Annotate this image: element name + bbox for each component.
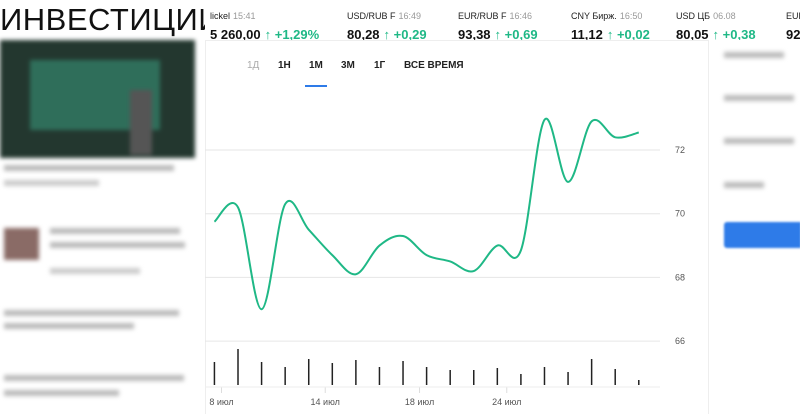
- ticker-head: lickel 15:41: [210, 6, 319, 24]
- ticker-price: 80,05: [676, 27, 709, 41]
- ticker-item[interactable]: lickel 15:41 5 260,00 ↑ +1,29%: [210, 6, 320, 41]
- action-button[interactable]: [724, 222, 800, 248]
- ticker-values: 80,05 ↑ +0,38: [676, 26, 756, 41]
- ticker-change: ↑ +0,38: [712, 27, 756, 41]
- ticker-values: 93,38 ↑ +0,69: [458, 26, 538, 41]
- period-tab[interactable]: 3М: [341, 60, 355, 71]
- ticker-head: EUR/RUB F 16:46: [458, 6, 538, 24]
- ticker-price: 80,28: [347, 27, 380, 41]
- y-tick-label: 72: [675, 145, 685, 155]
- news-line: [50, 242, 185, 248]
- news-line: [50, 268, 140, 274]
- period-tab[interactable]: ВСЕ ВРЕМЯ: [404, 60, 464, 71]
- x-tick-label: 24 июл: [492, 397, 521, 407]
- ticker-time: 06.08: [713, 11, 736, 21]
- ticker-name: EUR/RUB F: [458, 11, 507, 21]
- ticker-item[interactable]: USD ЦБ 06.08 80,05 ↑ +0,38: [676, 6, 756, 41]
- news-line: [4, 165, 174, 171]
- ticker-change: ↑ +0,02: [606, 27, 650, 41]
- y-tick-label: 68: [675, 272, 685, 282]
- y-tick-label: 70: [675, 209, 685, 219]
- side-line: [724, 52, 784, 58]
- price-line: [213, 117, 640, 311]
- ticker-head: CNY Бирж. 16:50: [571, 6, 650, 24]
- news-panel: ИНВЕСТИЦИИ: [0, 0, 205, 414]
- x-tick-label: 14 июл: [311, 397, 340, 407]
- news-line: [4, 180, 99, 186]
- ticker-head: USD ЦБ 06.08: [676, 6, 756, 24]
- x-tick-label: 8 июл: [209, 397, 233, 407]
- period-tab: 1Д: [247, 60, 260, 71]
- news-image: [4, 228, 39, 260]
- ticker-time: 16:49: [398, 11, 422, 21]
- ticker-item[interactable]: CNY Бирж. 16:50 11,12 ↑ +0,02: [571, 6, 650, 41]
- period-tab[interactable]: 1Г: [374, 60, 386, 71]
- ticker-change: ↑ +0,69: [494, 27, 538, 41]
- ticker-head: EUR: [786, 6, 800, 24]
- ticker-name: USD ЦБ: [676, 11, 711, 21]
- news-line: [4, 375, 184, 381]
- period-tab[interactable]: 1Н: [278, 60, 291, 71]
- ticker-values: 80,28 ↑ +0,29: [347, 26, 427, 41]
- ticker-values: 92: [786, 26, 800, 41]
- side-line: [724, 182, 764, 188]
- news-line: [4, 310, 179, 316]
- video-thumbnail: [0, 40, 195, 158]
- ticker-change: ↑ +1,29%: [264, 27, 320, 41]
- ticker-time: 16:50: [619, 11, 643, 21]
- news-line: [50, 228, 180, 234]
- ticker-values: 11,12 ↑ +0,02: [571, 26, 650, 41]
- price-chart: 66 68 70 72 8 июл 14 июл 18 июл 24 июл: [205, 40, 685, 414]
- side-line: [724, 138, 794, 144]
- ticker-name: USD/RUB F: [347, 11, 396, 21]
- ticker-time: 16:46: [509, 11, 533, 21]
- ticker-item[interactable]: USD/RUB F 16:49 80,28 ↑ +0,29: [347, 6, 427, 41]
- ticker-price: 5 260,00: [210, 27, 261, 41]
- news-line: [4, 390, 119, 396]
- ticker-item[interactable]: EUR 92: [786, 6, 800, 41]
- ticker-change: ↑ +0,29: [383, 27, 427, 41]
- news-line: [4, 323, 134, 329]
- ticker-item[interactable]: EUR/RUB F 16:46 93,38 ↑ +0,69: [458, 6, 538, 41]
- ticker-values: 5 260,00 ↑ +1,29%: [210, 26, 320, 41]
- ticker-price: 92: [786, 27, 800, 41]
- ticker-name: EUR: [786, 11, 800, 21]
- ticker-price: 93,38: [458, 27, 491, 41]
- ticker-time: 15:41: [233, 11, 256, 21]
- ticker-bar: lickel 15:41 5 260,00 ↑ +1,29% USD/RUB F 16:4…: [205, 0, 800, 41]
- side-panel: [708, 40, 800, 414]
- ticker-head: USD/RUB F 16:49: [347, 6, 427, 24]
- active-tab-underline: [305, 85, 327, 87]
- site-title: ИНВЕСТИЦИИ: [0, 2, 205, 37]
- period-tab[interactable]: 1М: [309, 60, 323, 71]
- ticker-name: CNY Бирж.: [571, 11, 617, 21]
- period-tabs: 1Д 1Н 1М 3М 1Г ВСЕ ВРЕМЯ: [205, 40, 705, 88]
- side-line: [724, 95, 794, 101]
- ticker-price: 11,12: [571, 27, 603, 41]
- ticker-name: lickel: [210, 11, 231, 21]
- x-tick-label: 18 июл: [405, 397, 434, 407]
- y-tick-label: 66: [675, 336, 685, 346]
